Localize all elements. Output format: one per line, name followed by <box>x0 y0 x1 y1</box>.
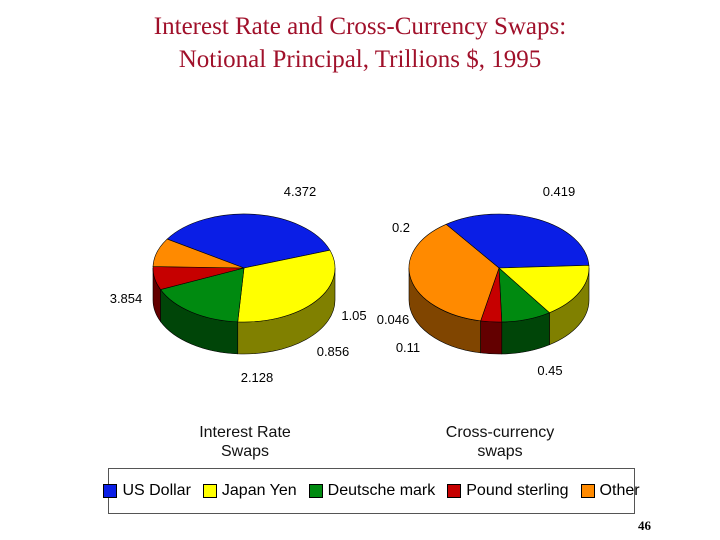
cross-currency-value-label-pound-sterling: 0.046 <box>377 312 410 327</box>
cross-currency-value-label-other: 0.45 <box>537 363 562 378</box>
legend-swatch-japan-yen <box>202 484 217 498</box>
legend-swatch-pound-sterling <box>447 484 462 498</box>
cross-currency-slice-japan-yen <box>498 264 590 314</box>
legend-item-deutsche-mark: Deutsche mark <box>308 482 436 500</box>
legend-item-other: Other <box>580 482 640 500</box>
interest-rate-slice-deutsche-mark <box>160 267 245 323</box>
legend-swatch-us-dollar <box>103 484 118 498</box>
legend-label-pound-sterling: Pound sterling <box>466 482 569 499</box>
legend-item-japan-yen: Japan Yen <box>202 482 297 500</box>
interest-rate-value-label-us-dollar: 4.372 <box>284 184 317 199</box>
interest-rate-value-label-deutsche-mark: 2.128 <box>241 370 274 385</box>
interest-rate-value-label-other: 1.05 <box>341 308 366 323</box>
cross-currency-slice-us-dollar <box>445 213 590 269</box>
interest-rate-value-label-japan-yen: 3.854 <box>110 291 143 306</box>
legend-swatch-other <box>580 484 595 498</box>
legend: US Dollar Japan Yen Deutsche mark Pound … <box>103 468 640 514</box>
cross-currency-value-label-japan-yen: 0.2 <box>392 220 410 235</box>
chart-title: Interest Rate and Cross-Currency Swaps: … <box>0 10 720 76</box>
cross-currency-caption-line-1: Cross-currency <box>445 424 555 441</box>
interest-rate-slice-other <box>152 238 245 269</box>
interest-rate-slice-japan-yen <box>237 249 336 323</box>
cross-currency-caption: Cross-currency swaps <box>400 423 600 461</box>
title-line-1: Interest Rate and Cross-Currency Swaps: <box>153 13 567 40</box>
cross-currency-wall-pound-sterling <box>480 320 503 355</box>
interest-rate-pie: 4.372 3.854 2.128 0.856 1.05 <box>110 184 367 385</box>
interest-rate-slice-us-dollar <box>166 213 331 269</box>
legend-item-us-dollar: US Dollar <box>103 482 191 500</box>
legend-swatch-deutsche-mark <box>308 484 323 498</box>
cross-currency-value-label-us-dollar: 0.419 <box>543 184 576 199</box>
interest-rate-caption-line-2: Swaps <box>220 443 270 460</box>
legend-label-japan-yen: Japan Yen <box>221 482 297 499</box>
interest-rate-caption: Interest Rate Swaps <box>145 423 345 461</box>
cross-currency-pie: 0.419 0.2 0.11 0.046 0.45 <box>377 184 590 378</box>
interest-rate-caption-line-1: Interest Rate <box>199 424 291 441</box>
legend-label-deutsche-mark: Deutsche mark <box>327 482 436 499</box>
cross-currency-caption-line-2: swaps <box>477 443 523 460</box>
title-line-2: Notional Principal, Trillions $, 1995 <box>178 46 542 73</box>
page-number: 46 <box>638 518 651 533</box>
cross-currency-value-label-deutsche-mark: 0.11 <box>396 340 420 355</box>
interest-rate-value-label-pound-sterling: 0.856 <box>317 344 350 359</box>
legend-label-other: Other <box>599 482 640 499</box>
legend-item-pound-sterling: Pound sterling <box>447 482 569 500</box>
legend-label-us-dollar: US Dollar <box>122 482 191 499</box>
cross-currency-slice-other <box>408 223 500 322</box>
